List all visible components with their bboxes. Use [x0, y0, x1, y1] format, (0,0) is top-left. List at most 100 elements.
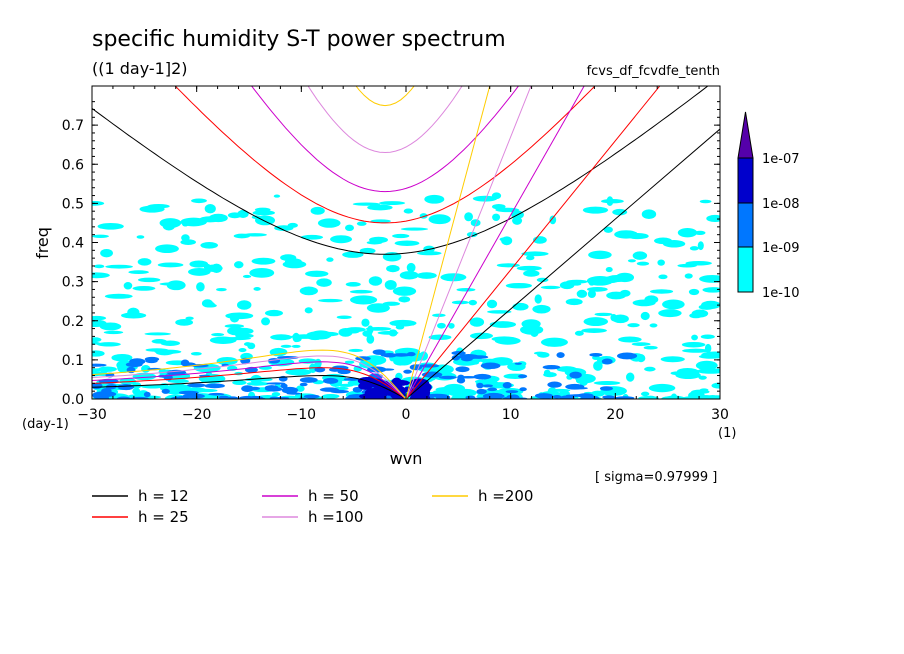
spectrum-cell	[457, 374, 465, 381]
spectrum-cell	[547, 381, 562, 388]
spectrum-cell	[111, 353, 133, 362]
spectrum-cell	[200, 241, 218, 249]
spectrum-cell	[520, 324, 544, 335]
spectrum-cell	[388, 329, 398, 337]
x-tick-label: 30	[711, 407, 729, 423]
spectrum-cell	[208, 392, 225, 396]
x-tick-label: 10	[502, 407, 520, 423]
spectrum-cell	[300, 234, 324, 240]
spectrum-cell	[473, 373, 492, 380]
colorbar-label: 1e-10	[762, 286, 800, 301]
spectrum-cell	[92, 370, 104, 377]
spectrum-cell	[632, 251, 648, 260]
spectrum-cell	[464, 212, 473, 222]
spectrum-cell	[403, 271, 417, 277]
spectrum-cell	[317, 218, 341, 228]
spectrum-cell	[476, 388, 487, 395]
spectrum-cell	[372, 349, 386, 355]
spectrum-cell	[699, 199, 712, 204]
spectrum-cell	[691, 389, 710, 394]
spectrum-cell	[403, 208, 414, 214]
y-tick-label: 0.7	[62, 118, 84, 134]
spectrum-cell	[174, 384, 192, 389]
spectrum-cell	[350, 295, 378, 305]
spectrum-cell	[640, 391, 650, 397]
spectrum-cell	[576, 289, 588, 298]
spectrum-cell	[316, 278, 332, 287]
spectrum-cell	[167, 379, 189, 384]
kelvin-line	[405, 128, 720, 399]
spectrum-cell	[252, 210, 275, 216]
spectrum-cell	[458, 353, 479, 360]
spectrum-cell	[699, 369, 707, 374]
spectrum-cell	[273, 396, 290, 399]
spectrum-cell	[689, 246, 699, 251]
spectrum-cell	[698, 375, 707, 380]
spectrum-cell	[362, 330, 373, 337]
spectrum-cell	[242, 274, 252, 279]
spectrum-cell	[136, 235, 145, 239]
spectrum-cell	[657, 259, 665, 266]
spectrum-cell	[196, 282, 205, 292]
spectrum-cell	[92, 350, 105, 357]
spectrum-cell	[280, 344, 292, 348]
spectrum-cell	[216, 287, 227, 292]
spectrum-cell	[626, 232, 649, 240]
spectrum-cell	[711, 382, 720, 389]
spectrum-cell	[698, 354, 720, 359]
spectrum-cell	[93, 264, 105, 269]
spectrum-cell	[482, 392, 505, 399]
spectrum-cell	[455, 366, 470, 373]
spectrum-cell	[137, 277, 161, 283]
spectrum-cell	[361, 318, 370, 327]
spectrum-cell	[702, 287, 720, 293]
spectrum-cell	[605, 267, 613, 273]
spectrum-cell	[243, 342, 252, 347]
spectrum-cell	[587, 289, 596, 299]
spectrum-cell	[549, 215, 557, 225]
spectrum-cell	[505, 282, 532, 289]
y-tick-label: 0.1	[62, 353, 84, 369]
spectrum-cell	[451, 300, 469, 305]
spectrum-cell	[147, 203, 170, 209]
spectrum-cell	[277, 355, 299, 360]
spectrum-cell	[472, 195, 498, 202]
spectrum-cell	[406, 262, 416, 273]
spectrum-cell	[644, 366, 656, 372]
spectrum-cell	[486, 299, 498, 309]
spectrum-cell	[542, 365, 561, 370]
spectrum-cell	[505, 390, 519, 394]
spectrum-cell	[270, 334, 293, 341]
spectrum-cell	[253, 287, 261, 291]
spectrum-cell	[370, 219, 391, 223]
spectrum-cell	[92, 363, 107, 367]
spectrum-cell	[249, 268, 275, 278]
y-tick-label: 0.5	[62, 196, 84, 212]
spectrum-cell	[644, 395, 657, 399]
spectrum-cell	[299, 382, 308, 387]
spectrum-cell	[286, 392, 301, 395]
spectrum-cell	[643, 345, 658, 350]
spectrum-cell	[128, 270, 149, 275]
spectrum-cell	[695, 360, 718, 371]
spectrum-cell	[587, 286, 608, 292]
rossby-curve	[92, 355, 407, 399]
spectrum-cell	[166, 280, 186, 291]
spectrum-cell	[314, 358, 322, 368]
chart-title: specific humidity S-T power spectrum	[92, 27, 506, 52]
spectrum-cell	[648, 383, 676, 393]
spectrum-cell	[631, 342, 651, 346]
rossby-curve	[92, 367, 407, 399]
spectrum-cell	[543, 372, 557, 378]
spectrum-cell	[698, 304, 716, 310]
spectrum-cell	[440, 273, 467, 282]
spectrum-cell	[470, 219, 481, 227]
spectrum-cell	[487, 387, 498, 392]
x-tick-label: −10	[287, 407, 317, 423]
spectrum-cell	[188, 267, 211, 276]
colorbar-label: 1e-07	[762, 152, 800, 167]
spectrum-cell	[681, 341, 706, 348]
spectrum-cell	[677, 263, 697, 268]
spectrum-cell	[375, 389, 395, 395]
